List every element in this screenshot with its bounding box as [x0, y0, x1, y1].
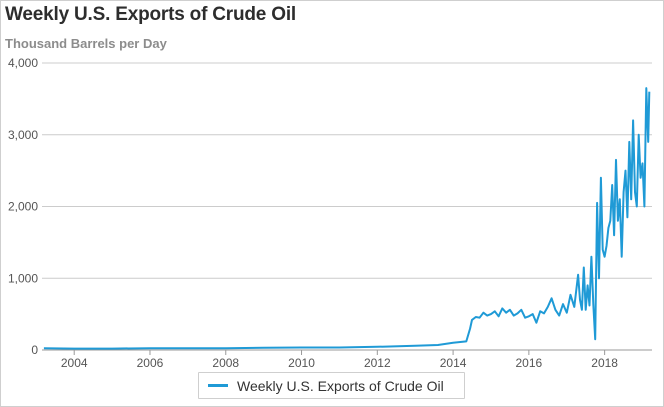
tick-labels: 0 1,000 2,000 3,000 4,000 2004 2006 2008 2010 201… [8, 56, 618, 370]
y-tick-label: 4,000 [8, 56, 38, 70]
legend-label: Weekly U.S. Exports of Crude Oil [237, 377, 444, 394]
legend[interactable]: Weekly U.S. Exports of Crude Oil [198, 372, 465, 399]
x-tick-label: 2008 [212, 356, 239, 370]
x-tick-label: 2004 [61, 356, 88, 370]
grid-lines [42, 62, 652, 355]
chart-title: Weekly U.S. Exports of Crude Oil [5, 4, 296, 25]
x-tick-label: 2014 [440, 356, 467, 370]
y-tick-label: 3,000 [8, 128, 38, 142]
y-tick-label: 1,000 [8, 271, 38, 285]
series-lines [43, 87, 651, 350]
x-tick-label: 2010 [288, 356, 315, 370]
y-tick-label: 2,000 [8, 200, 38, 214]
x-tick-label: 2018 [591, 356, 618, 370]
chart-subtitle: Thousand Barrels per Day [5, 36, 167, 51]
y-tick-label: 0 [31, 343, 38, 357]
x-tick-label: 2016 [516, 356, 543, 370]
series-line-weekly-us-crude-exports [43, 87, 651, 350]
x-tick-label: 2006 [137, 356, 164, 370]
legend-swatch [208, 384, 228, 387]
x-tick-label: 2012 [364, 356, 391, 370]
